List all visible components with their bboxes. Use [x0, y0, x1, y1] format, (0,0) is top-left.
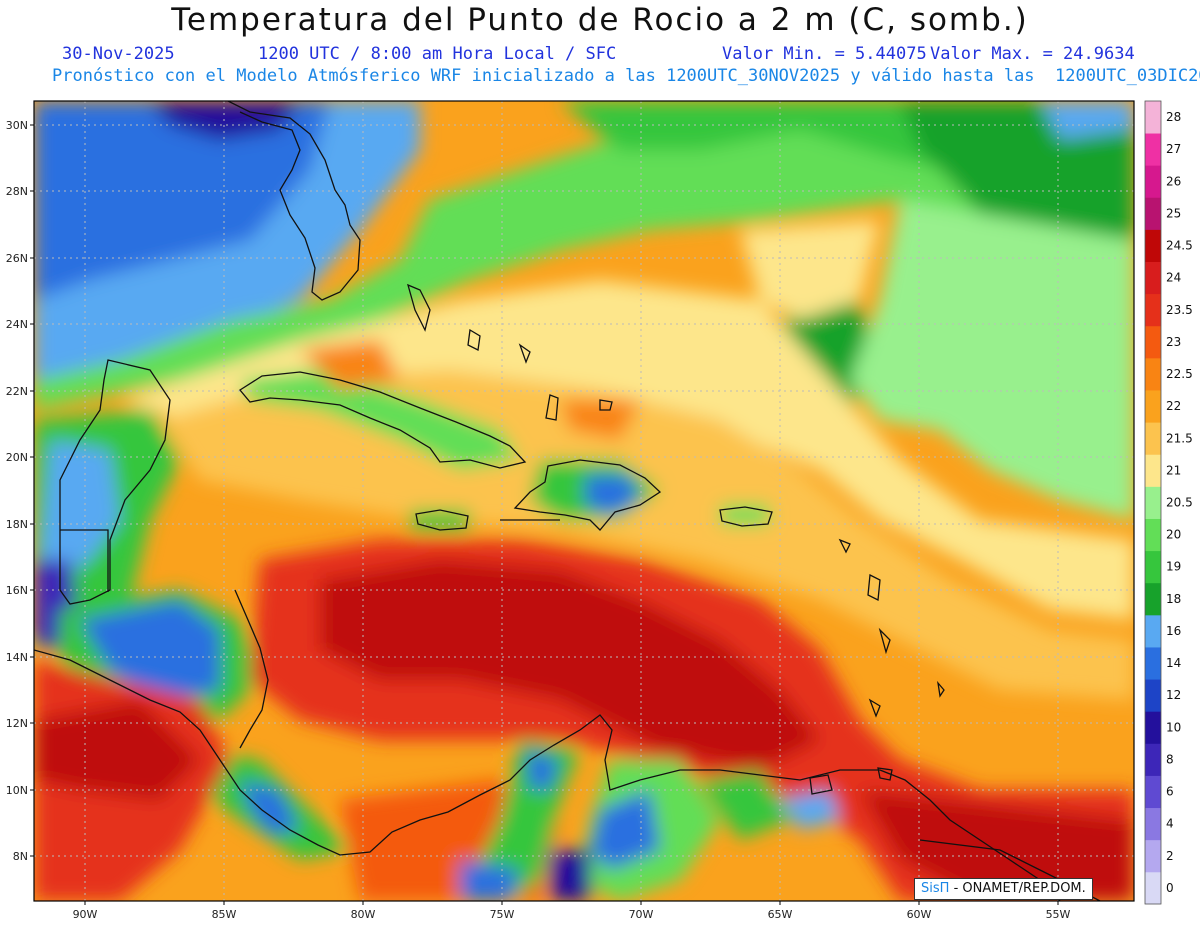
dewpoint-field: [34, 101, 1134, 901]
colorbar-swatch: [1145, 711, 1161, 744]
colorbar-frame: [1144, 100, 1162, 905]
graticule: [34, 101, 1134, 901]
colorbar-label: 20: [1166, 528, 1181, 542]
colorbar-swatch: [1145, 647, 1161, 680]
colorbar-swatch: [1145, 261, 1161, 295]
latitude-axis: 30N 28N 26N 24N 22N 20N 18N 16N 14N 12N …: [6, 119, 28, 863]
colorbar-label: 26: [1166, 174, 1181, 188]
colorbar-swatch: [1145, 197, 1161, 230]
model-description: Pronóstico con el Modelo Atmósferico WRF…: [52, 66, 1200, 86]
colorbar-label: 8: [1166, 752, 1174, 766]
colorbar-label: 0: [1166, 881, 1174, 895]
colorbar-label: 22.5: [1166, 367, 1193, 381]
colorbar-label: 25: [1166, 206, 1181, 220]
colorbar-label: 21.5: [1166, 431, 1193, 445]
lat-label: 12N: [6, 717, 28, 730]
longitude-axis: 90W 85W 80W 75W 70W 65W 60W 55W: [73, 908, 1071, 921]
colorbar-label: 24.5: [1166, 239, 1193, 253]
lon-label: 65W: [768, 908, 793, 921]
lon-label: 90W: [73, 908, 98, 921]
colorbar-label: 27: [1166, 142, 1181, 156]
lat-label: 26N: [6, 252, 28, 265]
colorbar-label: 19: [1166, 560, 1181, 574]
colorbar-label: 10: [1166, 720, 1181, 734]
colorbar-swatch: [1145, 614, 1161, 648]
colorbar-swatch: [1145, 293, 1161, 327]
lon-label: 75W: [490, 908, 515, 921]
colorbar-swatch: [1145, 839, 1161, 873]
lat-label: 24N: [6, 318, 28, 331]
lat-label: 14N: [6, 651, 28, 664]
colorbar-swatch: [1145, 165, 1161, 198]
colorbar-swatch: [1145, 775, 1161, 809]
colorbar-swatch: [1145, 486, 1161, 519]
colorbar-swatch: [1145, 390, 1161, 423]
lat-label: 28N: [6, 185, 28, 198]
map-title: Temperatura del Punto de Rocio a 2 m (C,…: [171, 2, 1029, 38]
colorbar-label: 23: [1166, 335, 1181, 349]
colorbar-label: 23.5: [1166, 303, 1193, 317]
colorbar-label: 12: [1166, 688, 1181, 702]
colorbar-swatch: [1145, 422, 1161, 455]
credit-text: - ONAMET/REP.DOM.: [953, 881, 1086, 896]
credit-box: SisΠ - ONAMET/REP.DOM.: [914, 878, 1093, 900]
colorbar-swatch: [1145, 807, 1161, 841]
colorbar-swatch: [1145, 357, 1161, 391]
lat-label: 8N: [13, 850, 28, 863]
colorbar-swatch: [1145, 229, 1161, 262]
colorbar-label: 28: [1166, 110, 1181, 124]
time-label: 1200 UTC / 8:00 am Hora Local / SFC: [258, 44, 617, 64]
colorbar-label: 20.5: [1166, 496, 1193, 510]
sis-logo: SisΠ: [921, 881, 950, 896]
lat-label: 22N: [6, 385, 28, 398]
colorbar-label: 4: [1166, 817, 1174, 831]
lon-label: 55W: [1046, 908, 1071, 921]
colorbar-swatch: [1145, 871, 1161, 905]
colorbar-swatch: [1145, 582, 1161, 616]
max-value-label: Valor Max. = 24.9634: [930, 44, 1135, 64]
plot-frame: [33, 100, 1135, 902]
colorbar-swatch: [1145, 679, 1161, 712]
lat-label: 18N: [6, 518, 28, 531]
min-value-label: Valor Min. = 5.44075: [722, 44, 927, 64]
colorbar-swatch: [1145, 454, 1161, 487]
colorbar-swatch: [1145, 550, 1161, 584]
colorbar-label: 21: [1166, 463, 1181, 477]
colorbar-swatch: [1145, 743, 1161, 776]
colorbar-label: 2: [1166, 849, 1174, 863]
colorbar-label: 6: [1166, 785, 1174, 799]
colorbar: 024681012141618192020.52121.52222.52323.…: [1144, 100, 1193, 905]
lat-label: 30N: [6, 119, 28, 132]
date-label: 30-Nov-2025: [62, 44, 175, 64]
lat-label: 10N: [6, 784, 28, 797]
colorbar-label: 18: [1166, 592, 1181, 606]
lat-label: 20N: [6, 451, 28, 464]
map-figure: 30N 28N 26N 24N 22N 20N 18N 16N 14N 12N …: [6, 100, 1193, 921]
colorbar-label: 24: [1166, 271, 1181, 285]
lon-label: 70W: [629, 908, 654, 921]
colorbar-label: 22: [1166, 399, 1181, 413]
lon-label: 80W: [351, 908, 376, 921]
colorbar-swatch: [1145, 325, 1161, 359]
lon-label: 85W: [212, 908, 237, 921]
lat-label: 16N: [6, 584, 28, 597]
colorbar-label: 14: [1166, 656, 1181, 670]
colorbar-swatch: [1145, 101, 1161, 134]
colorbar-label: 16: [1166, 624, 1181, 638]
colorbar-swatch: [1145, 133, 1161, 166]
colorbar-swatch: [1145, 518, 1161, 552]
lon-label: 60W: [907, 908, 932, 921]
